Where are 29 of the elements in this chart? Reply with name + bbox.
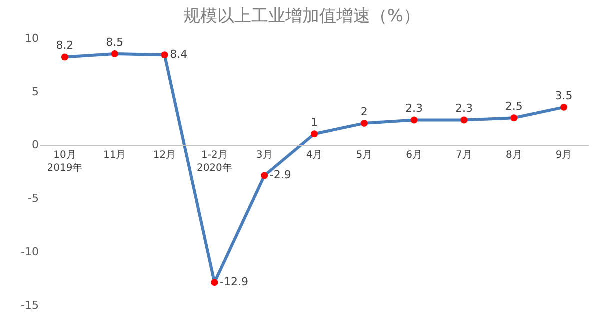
x-tick-label: 5月 <box>356 150 373 161</box>
y-tick-label: 0 <box>32 138 39 152</box>
x-tick-label: 10月 2019年 <box>47 150 83 174</box>
data-label: 1 <box>311 116 318 129</box>
data-label: 8.5 <box>106 36 124 49</box>
x-tick-label: 6月 <box>406 150 423 161</box>
data-label: 2 <box>360 105 368 118</box>
data-label: -12.9 <box>220 275 249 288</box>
data-label: 8.2 <box>56 39 74 52</box>
y-tick-label: -10 <box>21 245 39 258</box>
x-tick-label: 11月 <box>103 150 126 161</box>
y-tick-label: 5 <box>32 85 39 98</box>
y-tick-label: -15 <box>21 298 39 312</box>
data-label: 2.3 <box>406 102 424 116</box>
data-label: 2.3 <box>455 102 473 116</box>
x-tick-label: 12月 <box>153 150 176 161</box>
x-tick-label: 1-2月 2020年 <box>196 150 232 174</box>
data-label: -2.9 <box>270 168 292 182</box>
x-tick-label: 4月 <box>306 150 323 161</box>
x-tick-label: 7月 <box>456 150 472 161</box>
data-label: 8.4 <box>170 48 188 61</box>
x-tick-label: 8月 <box>506 150 522 161</box>
y-tick-label: -5 <box>28 192 39 206</box>
chart-title: 规模以上工业增加值增速（%） <box>183 6 421 27</box>
data-label: 2.5 <box>505 100 523 113</box>
x-tick-label: 9月 <box>556 150 572 161</box>
y-tick-label: 10 <box>25 32 39 45</box>
data-label: 3.5 <box>555 89 573 102</box>
x-tick-label: 3月 <box>256 150 273 161</box>
